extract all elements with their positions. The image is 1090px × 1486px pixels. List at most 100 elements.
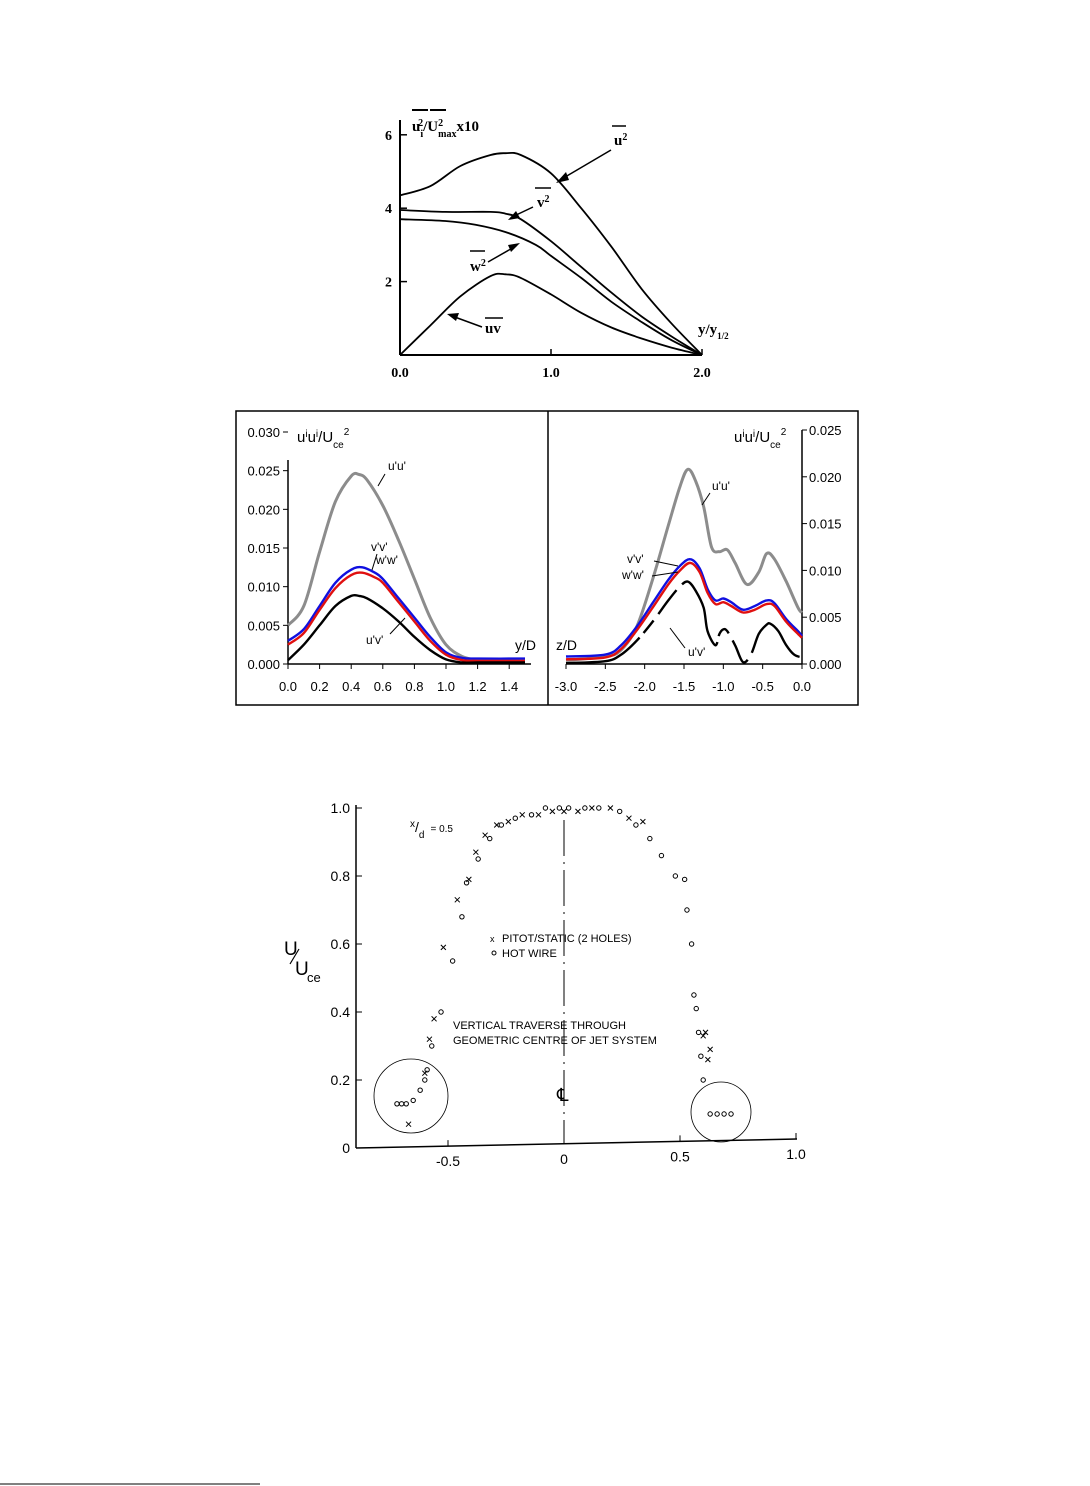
c4-legend-hotwire: HOT WIRE bbox=[502, 948, 557, 960]
c4-point-hotwire-29 bbox=[688, 941, 695, 947]
c4-point-hotwire-2 bbox=[403, 1101, 409, 1107]
c1-ytick-label-0: 2 bbox=[385, 276, 392, 291]
c4-legend-pitot: PITOT/STATIC (2 HOLES) bbox=[502, 933, 632, 945]
c4-annotation: x/d = 0.5 bbox=[410, 819, 453, 841]
c3-ytick-label-1: 0.005 bbox=[809, 610, 842, 625]
c4-point-pitot-4 bbox=[440, 944, 447, 951]
c3-ytick-label-5: 0.025 bbox=[809, 423, 842, 438]
c4-point-hotwire-32 bbox=[695, 1029, 702, 1036]
c2-ytick-label-6: 0.030 bbox=[247, 425, 280, 440]
c4-point-pitot-12 bbox=[535, 811, 542, 818]
c4-point-pitot-3 bbox=[431, 1015, 437, 1022]
c4-point-pitot-5 bbox=[454, 896, 461, 903]
c4-xtick-label-2: 0.5 bbox=[670, 1148, 690, 1164]
c4-point-hotwire-12 bbox=[475, 856, 481, 862]
c4-point-pitot-2 bbox=[426, 1036, 433, 1043]
c1-xtick-label-2: 2.0 bbox=[693, 366, 711, 381]
c1-series-0 bbox=[399, 151, 703, 356]
c2-leader-uv bbox=[389, 617, 406, 635]
c2-ytick-label-5: 0.025 bbox=[247, 464, 280, 479]
c2-series-2 bbox=[287, 571, 526, 663]
c4-point-hotwire-4 bbox=[417, 1087, 423, 1093]
c4-ytick-label-0: 0 bbox=[342, 1140, 350, 1156]
c2-ytick-label-0: 0.000 bbox=[247, 657, 280, 672]
c4-point-hotwire-17 bbox=[542, 805, 549, 811]
c4-point-pitot-7 bbox=[472, 849, 479, 856]
c3-series-2 bbox=[565, 561, 803, 661]
c4-point-pitot-0 bbox=[405, 1121, 412, 1128]
c4-point-hotwire-3 bbox=[410, 1097, 416, 1104]
c3-leader-uu bbox=[701, 492, 711, 506]
c4-point-pitot-13 bbox=[549, 808, 556, 815]
c2-series-0 bbox=[286, 471, 526, 663]
c4-point-hotwire-34 bbox=[700, 1077, 706, 1083]
c4-point-hotwire-21 bbox=[596, 805, 602, 811]
c3-xtick-label-6: 0.0 bbox=[793, 679, 811, 694]
c3-ytick-label-3: 0.015 bbox=[809, 517, 842, 532]
c3-ytick-label-4: 0.020 bbox=[809, 470, 842, 485]
c4-point-hotwire-19 bbox=[565, 805, 572, 811]
c4-point-hotwire-23 bbox=[633, 822, 639, 828]
c4-x-axis bbox=[355, 1138, 798, 1149]
c4-point-hotwire-27 bbox=[681, 876, 688, 883]
c1-label-v2: v2 bbox=[537, 194, 550, 212]
c4-point-hotwire-16 bbox=[528, 812, 535, 818]
c4-point-hotwire-13 bbox=[487, 835, 493, 842]
c4-note-line-1: VERTICAL TRAVERSE THROUGH bbox=[453, 1020, 626, 1032]
c2-ytick-label-2: 0.010 bbox=[247, 580, 280, 595]
c4-point-hotwire-25 bbox=[658, 852, 665, 859]
c4-point-pitot-20 bbox=[704, 1056, 711, 1063]
c3-xtick-label-1: -2.5 bbox=[594, 679, 616, 694]
c3-ytick-label-2: 0.010 bbox=[809, 563, 842, 578]
c3-series-1 bbox=[565, 557, 803, 658]
c4-point-hotwire-11 bbox=[463, 880, 470, 886]
c2-ytick-label-1: 0.005 bbox=[247, 618, 280, 633]
c3-leader-uv bbox=[669, 627, 686, 649]
c4-point-hotwire-8 bbox=[438, 1009, 444, 1015]
c2-series-3 bbox=[287, 593, 525, 664]
c4-point-hotwire-31 bbox=[693, 1005, 699, 1012]
c1-arrow-u2 bbox=[559, 149, 612, 181]
c4-point-hotwire-37 bbox=[721, 1111, 727, 1117]
c4-point-hotwire-9 bbox=[449, 958, 456, 964]
c4-point-hotwire-20 bbox=[582, 805, 588, 811]
c4-point-hotwire-14 bbox=[498, 822, 505, 828]
c3-ytick-label-0: 0.000 bbox=[809, 657, 842, 672]
c2-label-vv: v'v' bbox=[371, 540, 388, 554]
c4-point-pitot-10 bbox=[505, 818, 512, 825]
c2-xtick-label-6: 1.2 bbox=[469, 679, 487, 694]
c1-arrowhead-v2 bbox=[508, 211, 520, 220]
c4-point-pitot-9 bbox=[493, 822, 500, 828]
c2-label-ww: w'w' bbox=[375, 553, 398, 567]
c1-label-uv: uv bbox=[485, 321, 501, 337]
c4-point-hotwire-5 bbox=[422, 1077, 428, 1083]
c4-point-hotwire-26 bbox=[672, 873, 679, 879]
c4-point-hotwire-30 bbox=[691, 992, 697, 998]
c3-series-3 bbox=[565, 580, 803, 665]
c2-xtick-label-5: 1.0 bbox=[437, 679, 455, 694]
c4-point-hotwire-7 bbox=[429, 1043, 435, 1049]
c1-series-3 bbox=[399, 272, 703, 356]
c3-label-ww: w'w' bbox=[621, 568, 644, 582]
c4-point-hotwire-28 bbox=[684, 907, 690, 913]
c3-label-uu: u'u' bbox=[712, 479, 730, 493]
c4-point-hotwire-22 bbox=[616, 808, 623, 815]
c1-series-2 bbox=[399, 218, 703, 356]
c4-point-hotwire-1 bbox=[398, 1101, 405, 1107]
c4-point-hotwire-24 bbox=[647, 835, 653, 842]
c1-ylabel: ui2/U2 maxx10 bbox=[412, 118, 479, 140]
c4-point-pitot-8 bbox=[482, 832, 488, 839]
c4-ytick-label-1: 0.2 bbox=[331, 1072, 351, 1088]
c4-xtick-label-0: -0.5 bbox=[436, 1153, 460, 1169]
c4-point-pitot-17 bbox=[607, 805, 614, 811]
c1-label-w2: w2 bbox=[470, 258, 486, 276]
c1-xlabel: y/y1/2 bbox=[698, 322, 729, 341]
svg-text:ce: ce bbox=[307, 970, 321, 985]
c3-series-0 bbox=[565, 467, 804, 662]
c3-ylabel: uiui/Uce2 bbox=[734, 427, 787, 451]
c1-ytick-label-2: 6 bbox=[385, 129, 392, 144]
c2-ytick-label-3: 0.015 bbox=[247, 541, 280, 556]
chart-velocity-profile: -0.5 0 0.5 1.0 0 0.2 0.4 0.6 0.8 1.0 x/d = 0.5 U U… bbox=[284, 800, 806, 1169]
c4-point-hotwire-10 bbox=[459, 914, 465, 920]
c4-xtick-label-3: 1.0 bbox=[786, 1146, 806, 1162]
